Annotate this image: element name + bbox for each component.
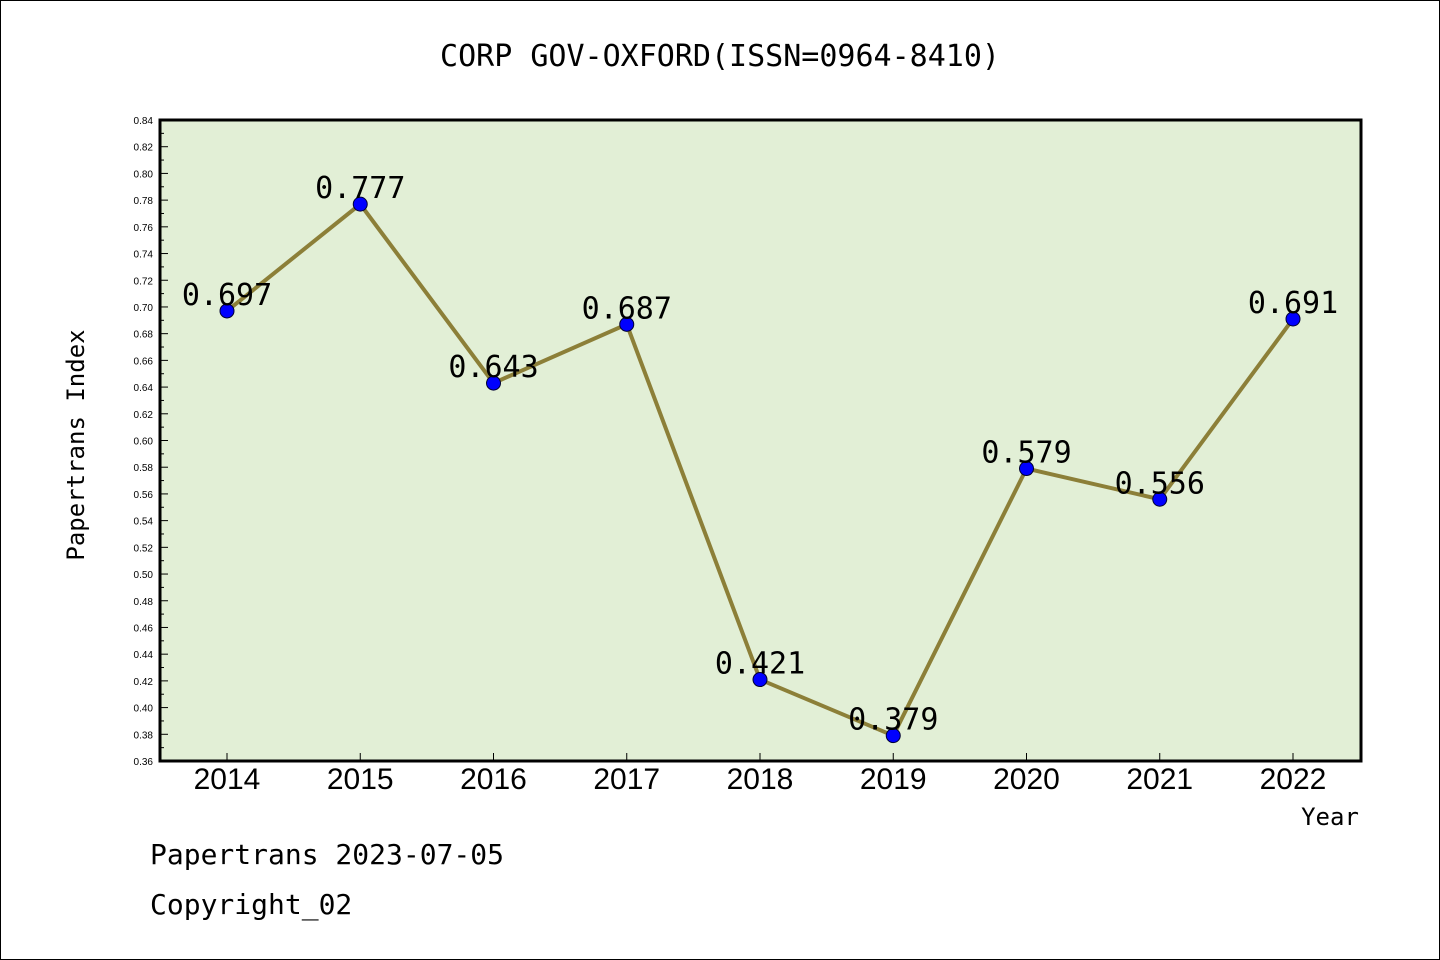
y-tick-label: 0.78 — [134, 196, 154, 207]
x-tick-label: 2018 — [727, 763, 794, 796]
data-point — [752, 672, 768, 688]
y-axis-label: Papertrans Index — [62, 329, 90, 560]
data-label: 0.556 — [1115, 466, 1205, 501]
data-point — [352, 196, 368, 212]
chart-title: CORP GOV-OXFORD(ISSN=0964-8410) — [440, 39, 1000, 74]
series-markers — [219, 196, 1301, 744]
y-tick-label: 0.64 — [134, 383, 154, 394]
y-tick-label: 0.80 — [134, 169, 154, 180]
y-tick-label: 0.48 — [134, 597, 154, 608]
x-tick-label: 2017 — [593, 763, 660, 796]
data-label: 0.687 — [582, 291, 672, 326]
x-tick-label: 2019 — [860, 763, 927, 796]
footer-copyright: Copyright_02 — [150, 888, 352, 922]
data-point — [1285, 311, 1301, 327]
data-labels: 0.697 0.777 0.643 0.687 0.421 0.379 0.579 0.556… — [182, 171, 1338, 737]
y-tick-label: 0.38 — [134, 730, 154, 741]
data-label: 0.421 — [715, 647, 805, 682]
y-tick-label: 0.60 — [134, 437, 154, 448]
y-tick-label: 0.40 — [134, 704, 154, 715]
footer-date: Papertrans 2023-07-05 — [150, 838, 504, 871]
y-tick-label: 0.58 — [134, 463, 154, 474]
y-tick-label: 0.42 — [134, 677, 154, 688]
y-tick-label: 0.62 — [134, 410, 154, 421]
data-label: 0.579 — [981, 436, 1071, 471]
x-tick-label: 2021 — [1126, 763, 1193, 796]
data-point — [619, 316, 635, 332]
y-tick-label: 0.54 — [134, 517, 154, 528]
y-tick-label: 0.76 — [134, 223, 154, 234]
y-tick-label: 0.82 — [134, 143, 154, 154]
data-label: 0.691 — [1248, 286, 1338, 321]
y-tick-label: 0.70 — [134, 303, 154, 314]
data-point — [1152, 491, 1168, 507]
data-label: 0.643 — [448, 350, 538, 385]
y-tick-label: 0.66 — [134, 356, 154, 367]
data-label: 0.697 — [182, 278, 272, 313]
x-tick-label: 2016 — [460, 763, 527, 796]
y-tick-label: 0.72 — [134, 276, 154, 287]
data-point — [1019, 461, 1034, 477]
data-label: 0.379 — [848, 703, 938, 738]
data-point — [486, 375, 501, 391]
x-tick-label: 2015 — [327, 763, 394, 796]
y-tick-label: 0.68 — [134, 330, 154, 341]
y-tick-label: 0.84 — [134, 116, 154, 127]
y-tick-label: 0.36 — [134, 757, 154, 768]
y-tick-label: 0.52 — [134, 543, 154, 554]
y-tick-label: 0.74 — [134, 250, 154, 261]
y-tick-label: 0.50 — [134, 570, 154, 581]
y-tick-label: 0.56 — [134, 490, 154, 501]
x-tick-label: 2014 — [194, 763, 261, 796]
x-axis: 2014 2015 2016 2017 2018 2019 2020 2021 2022 — [194, 753, 1327, 796]
data-point — [885, 728, 901, 744]
plot-area — [158, 118, 1363, 763]
x-tick-label: 2022 — [1260, 763, 1327, 796]
x-tick-label: 2020 — [993, 763, 1060, 796]
y-tick-label: 0.46 — [134, 623, 154, 634]
y-tick-label: 0.44 — [134, 650, 154, 661]
x-axis-label: Year — [1301, 803, 1359, 831]
data-label: 0.777 — [315, 171, 405, 206]
y-axis: 0.36 0.38 0.40 0.42 0.44 0.46 0.48 0.50 0.52 0.54… — [134, 116, 168, 768]
data-point — [219, 303, 235, 319]
